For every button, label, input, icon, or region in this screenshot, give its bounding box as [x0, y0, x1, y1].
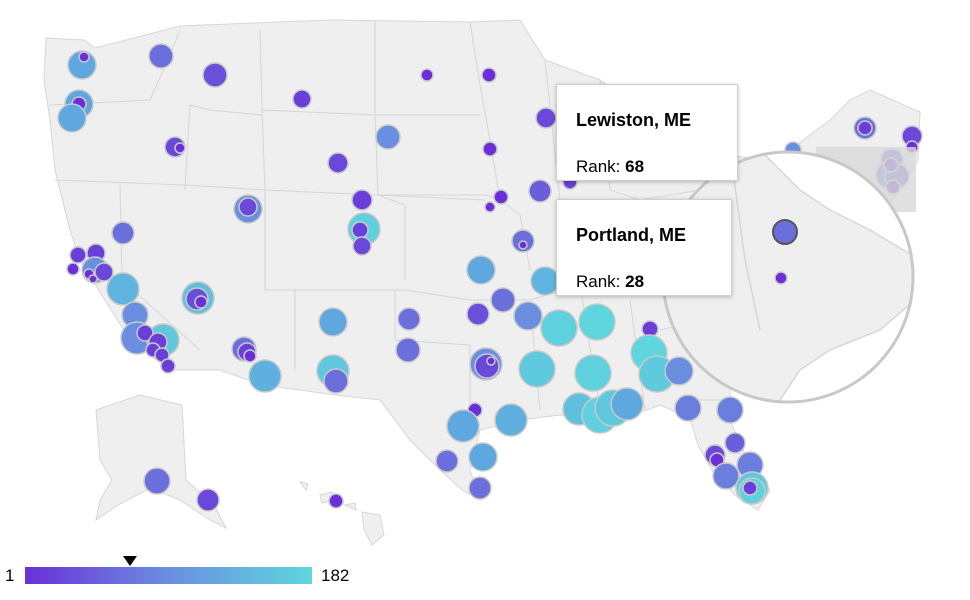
city-bubble: [238, 197, 258, 217]
legend-marker: [123, 556, 137, 566]
hawaii-land: [298, 481, 385, 546]
legend-max-label: 182: [321, 566, 350, 585]
city-bubbles[interactable]: [57, 43, 923, 512]
city-bubble: [243, 349, 257, 363]
city-bubble: [106, 272, 140, 306]
city-bubble: [857, 120, 873, 136]
city-bubble: [493, 189, 509, 205]
city-bubble: [66, 262, 80, 276]
city-bubble-portland[interactable]: [774, 271, 788, 285]
city-bubble: [318, 307, 348, 337]
city-bubble: [481, 67, 497, 83]
city-bubble: [202, 62, 228, 88]
city-bubble: [528, 179, 552, 203]
city-bubble: [160, 358, 176, 374]
color-legend: [25, 556, 312, 584]
city-bubble: [610, 387, 644, 421]
city-bubble: [148, 43, 174, 69]
city-bubble: [375, 124, 401, 150]
city-bubble: [674, 394, 702, 422]
city-bubble: [111, 221, 135, 245]
city-bubble-lewiston[interactable]: [772, 219, 798, 245]
tooltip-rank-value: 28: [625, 272, 645, 291]
city-bubble: [78, 51, 90, 63]
city-bubble: [513, 301, 543, 331]
city-bubble: [518, 350, 556, 388]
city-bubble: [466, 255, 496, 285]
tooltip-rank: Rank: 28: [576, 272, 644, 292]
city-bubble: [351, 189, 373, 211]
city-bubble: [518, 240, 528, 250]
tooltip-portland: Portland, ME Rank: 28: [556, 199, 732, 296]
zoomed-state-border: [729, 152, 761, 331]
city-bubble: [395, 337, 421, 363]
tooltip-city-name: Portland, ME: [576, 225, 687, 245]
city-bubble: [435, 449, 459, 473]
city-bubble: [446, 409, 480, 443]
city-bubble: [474, 353, 500, 379]
city-bubble: [540, 309, 578, 347]
city-bubble: [194, 295, 208, 309]
legend-gradient-bar: [25, 567, 312, 584]
tooltip-rank-label: Rank:: [576, 272, 626, 291]
city-bubble: [292, 89, 312, 109]
city-bubble: [484, 201, 496, 213]
legend-min-label: 1: [5, 566, 15, 585]
city-bubble: [196, 488, 220, 512]
city-bubble: [468, 476, 492, 500]
city-bubble: [57, 103, 87, 133]
city-bubble: [716, 396, 744, 424]
city-bubble: [352, 236, 372, 256]
city-bubble: [248, 359, 282, 393]
city-bubble: [482, 141, 498, 157]
city-bubble: [486, 356, 496, 366]
city-bubble: [490, 287, 516, 313]
tooltip-rank: Rank: 68: [576, 157, 644, 177]
city-bubble: [578, 303, 616, 341]
city-bubble: [88, 274, 98, 284]
city-bubble: [468, 442, 498, 472]
city-bubble: [143, 467, 171, 495]
city-bubble: [530, 266, 560, 296]
city-bubble: [466, 302, 490, 326]
city-bubble: [712, 462, 740, 490]
tooltip-rank-label: Rank:: [576, 157, 626, 176]
city-bubble: [94, 262, 114, 282]
city-bubble: [174, 142, 186, 154]
tooltip-city-name: Lewiston, ME: [576, 110, 692, 130]
city-bubble: [351, 221, 369, 239]
city-bubble: [327, 152, 349, 174]
city-bubble: [328, 493, 344, 509]
city-bubble: [420, 68, 434, 82]
city-bubble: [323, 368, 349, 394]
city-bubble: [494, 403, 528, 437]
city-bubble: [69, 246, 87, 264]
city-bubble: [397, 307, 421, 331]
city-bubble: [742, 480, 758, 496]
city-bubble: [136, 324, 154, 342]
tooltip-lewiston: Lewiston, ME Rank: 68: [556, 84, 738, 181]
city-bubble: [724, 432, 746, 454]
city-bubble: [664, 356, 694, 386]
tooltip-rank-value: 68: [625, 157, 645, 176]
city-bubble: [574, 354, 612, 392]
alaska-land: [95, 394, 228, 530]
city-bubble: [535, 107, 557, 129]
